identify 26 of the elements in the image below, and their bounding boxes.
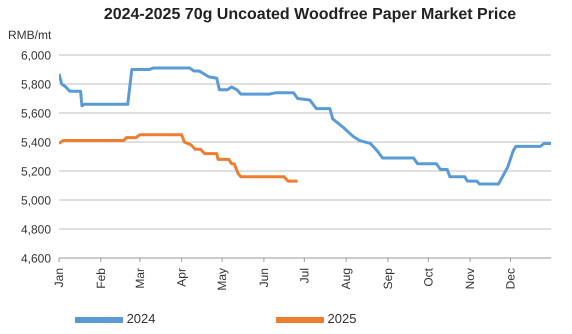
y-tick-label: 5,400 [20,135,52,150]
x-tick-label: Jul [297,268,312,284]
line-series [59,66,551,186]
y-tick-label: 5,800 [20,77,52,92]
chart-title: 2024-2025 70g Uncoated Woodfree Paper Market Price [102,6,518,24]
legend-label: 2024 [126,311,156,326]
x-tick-label: Sep [380,268,395,290]
y-tick-label: 4,800 [20,222,52,236]
y-tick-label: 5,200 [20,164,52,178]
x-tick-label: Apr [174,268,189,287]
x-tick-label: Oct [421,267,436,287]
line-series [59,133,300,183]
x-tick-label: Aug [339,268,354,290]
x-tick-label: Mar [132,268,147,289]
y-axis-title: RMB/mt [8,28,52,42]
legend-label: 2025 [328,311,356,326]
x-tick-label: Feb [94,268,108,289]
x-tick-label: May [215,268,230,291]
x-tick-label: Dec [504,268,518,290]
x-tick-label: Jan [52,268,66,288]
x-tick-label: Jun [256,268,271,288]
x-tick-label: Nov [463,268,478,290]
y-tick-label: 4,600 [20,251,52,266]
y-tick-label: 6,000 [20,48,52,62]
y-tick-label: 5,600 [20,106,52,120]
y-tick-label: 5,000 [20,193,52,208]
